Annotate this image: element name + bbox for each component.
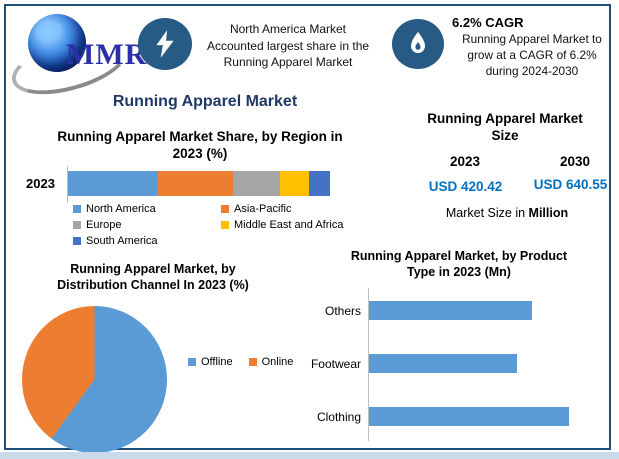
legend-swatch	[221, 205, 229, 213]
product-bar-track	[369, 407, 614, 426]
product-bar-clothing	[369, 407, 569, 426]
legend-item-north-america: North America	[73, 203, 221, 215]
region-segment-asia-pacific	[157, 171, 234, 196]
product-category-label: Others	[324, 303, 361, 318]
legend-item-europe: Europe	[73, 219, 221, 231]
market-size-footnote: Market Size in Million	[428, 206, 586, 220]
region-chart-axis-line	[67, 166, 68, 203]
product-chart-title: Running Apparel Market, by Product Type …	[350, 249, 568, 279]
cagr-line: during 2024-2030	[485, 64, 579, 78]
region-chart-title: Running Apparel Market Share, by Region …	[57, 129, 343, 161]
region-stacked-bar	[68, 171, 330, 196]
legend-item-middle-east-and-africa: Middle East and Africa	[221, 219, 343, 231]
legend-swatch	[73, 205, 81, 213]
logo-text: MMR	[66, 38, 148, 71]
cagr-highlight: 6.2% CAGR Running Apparel Market to grow…	[452, 15, 612, 79]
footnote-prefix: Market Size in	[445, 206, 529, 220]
market-size-year-2023: 2023	[449, 154, 481, 169]
market-size-year-2030: 2030	[559, 154, 591, 169]
cagr-heading: 6.2% CAGR	[452, 15, 524, 30]
highlight-line: Accounted largest share in the	[206, 38, 370, 53]
legend-swatch	[248, 358, 257, 366]
market-size-title: Running Apparel Market Size	[427, 111, 583, 143]
product-row-clothing: Clothing	[300, 390, 615, 443]
product-bar-others	[369, 301, 532, 320]
legend-label: Offline	[201, 356, 233, 368]
product-category-label: Clothing	[316, 409, 361, 424]
legend-item-offline: Offline	[188, 356, 233, 368]
legend-swatch	[188, 358, 196, 366]
product-bar-chart: Others Footwear Clothing	[300, 284, 615, 443]
footnote-unit: Million	[528, 206, 569, 220]
region-segment-europe	[233, 171, 281, 196]
legend-label: Asia-Pacific	[234, 203, 292, 215]
highlight-line: Running Apparel Market	[223, 55, 353, 69]
product-category-label: Footwear	[310, 356, 361, 371]
lightning-icon	[138, 18, 192, 70]
legend-item-asia-pacific: Asia-Pacific	[221, 203, 343, 215]
pie-chart-legend: Offline Online	[188, 356, 293, 368]
legend-item-south-america: South America	[73, 235, 221, 247]
product-row-footwear: Footwear	[300, 337, 615, 390]
page-title: Running Apparel Market	[112, 93, 298, 110]
highlight-line: North America Market	[229, 22, 347, 36]
product-chart-axis-line	[368, 288, 369, 441]
product-bar-footwear	[369, 354, 517, 373]
region-chart-legend: North America Asia-Pacific Europe Middle Ea…	[73, 203, 343, 247]
bottom-shadow-strip	[0, 452, 619, 459]
mmr-logo: MMR	[5, 10, 146, 106]
legend-item-online: Online	[248, 356, 294, 368]
legend-label: Online	[261, 356, 294, 368]
legend-label: Europe	[86, 219, 122, 231]
pie-chart-title: Running Apparel Market, by Distribution …	[57, 262, 249, 292]
legend-swatch	[73, 237, 81, 245]
cagr-line: grow at a CAGR of 6.2%	[467, 48, 597, 62]
globe-continent	[36, 22, 62, 42]
flame-icon	[392, 19, 444, 69]
legend-swatch	[221, 221, 229, 229]
legend-label: North America	[86, 203, 156, 215]
region-segment-middle-east-and-africa	[280, 171, 310, 196]
region-chart-category-label: 2023	[26, 176, 55, 191]
legend-label: Middle East and Africa	[234, 219, 344, 231]
cagr-line: Running Apparel Market to	[462, 32, 602, 46]
legend-swatch	[73, 221, 81, 229]
legend-label: South America	[86, 235, 158, 247]
north-america-highlight: North America Market Accounted largest s…	[192, 21, 384, 71]
market-size-value-2030: USD 640.55	[533, 177, 608, 192]
region-segment-south-america	[309, 171, 330, 196]
distribution-pie-chart	[22, 306, 167, 453]
product-bar-track	[369, 354, 614, 373]
product-row-others: Others	[300, 284, 615, 337]
region-segment-north-america	[68, 171, 158, 196]
market-size-value-2023: USD 420.42	[428, 179, 503, 194]
product-bar-track	[369, 301, 614, 320]
